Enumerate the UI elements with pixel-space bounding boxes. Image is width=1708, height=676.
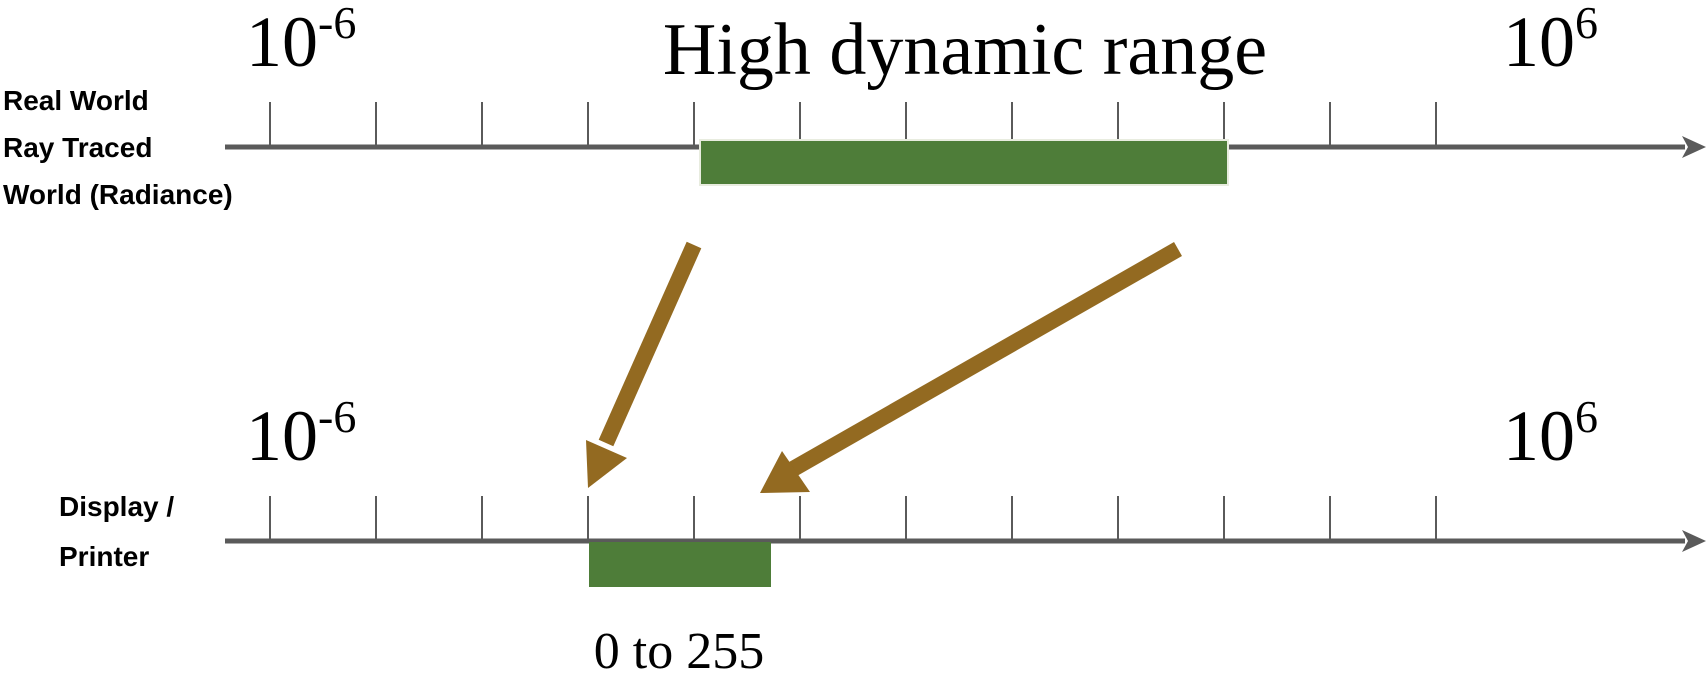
top-axis-label-line-3: World (Radiance) [3,179,233,210]
bottom-range-caption: 0 to 255 [594,623,764,676]
bottom-axis-label-line-2: Printer [59,541,149,572]
bottom-axis-min-label: 10-6 [246,391,356,476]
top-axis-label-line-2: Ray Traced [3,132,152,163]
top-axis-arrow-icon [1682,136,1706,158]
bottom-range-bar [589,542,771,587]
left-mapping-arrow [586,241,702,488]
bottom-axis-max-label: 106 [1503,391,1598,476]
bottom-axis-arrow-icon [1682,530,1706,552]
top-axis-min-exponent: -6 [318,0,356,48]
bottom-axis-min-exponent: -6 [318,391,356,442]
top-axis-label-line-1: Real World [3,85,149,116]
bottom-axis-max-exponent: 6 [1575,391,1598,442]
arrow-down-left-icon [586,440,627,488]
top-axis-max-label: 106 [1503,0,1598,82]
top-axis-max-exponent: 6 [1575,0,1598,48]
top-axis-min-label: 10-6 [246,0,356,82]
diagram-title: High dynamic range [663,9,1267,91]
bottom-axis [225,496,1706,552]
right-mapping-arrow [760,242,1182,493]
bottom-axis-label-line-1: Display / [59,491,174,522]
arrow-down-left-icon [760,451,810,493]
top-range-bar [699,139,1229,186]
